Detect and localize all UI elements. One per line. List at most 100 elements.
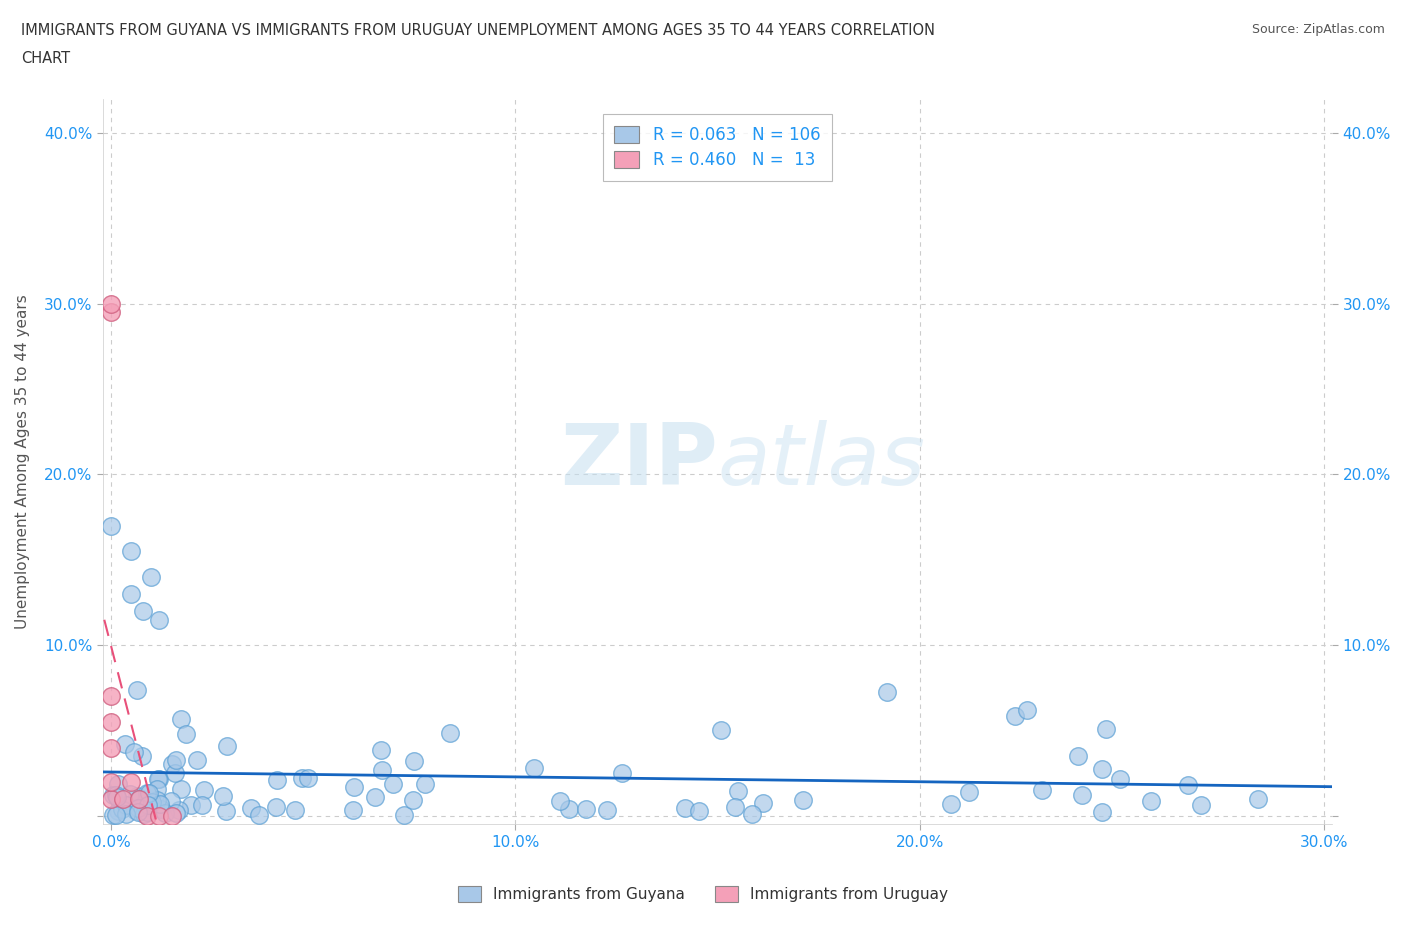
Point bbox=[111, 802, 134, 817]
Point bbox=[1070, 788, 1092, 803]
Point bbox=[100, 518, 122, 533]
Point bbox=[575, 802, 598, 817]
Point bbox=[138, 797, 160, 812]
Point bbox=[415, 777, 437, 791]
Point bbox=[941, 797, 963, 812]
Point bbox=[402, 792, 425, 807]
Point bbox=[673, 801, 696, 816]
Point bbox=[174, 726, 197, 741]
Point bbox=[558, 802, 581, 817]
Point bbox=[166, 752, 188, 767]
Point bbox=[727, 783, 749, 798]
Point bbox=[1031, 782, 1053, 797]
Point bbox=[100, 775, 122, 790]
Point bbox=[120, 587, 142, 602]
Point bbox=[724, 800, 747, 815]
Point bbox=[160, 756, 183, 771]
Point bbox=[125, 789, 148, 804]
Point bbox=[167, 803, 190, 817]
Point bbox=[402, 754, 425, 769]
Point bbox=[136, 786, 159, 801]
Point bbox=[370, 742, 392, 757]
Point bbox=[111, 791, 134, 806]
Point bbox=[610, 766, 633, 781]
Point bbox=[146, 771, 169, 786]
Point bbox=[548, 793, 571, 808]
Point bbox=[160, 808, 183, 823]
Point bbox=[160, 793, 183, 808]
Point bbox=[439, 726, 461, 741]
Point bbox=[266, 773, 288, 788]
Point bbox=[105, 807, 128, 822]
Text: CHART: CHART bbox=[21, 51, 70, 66]
Point bbox=[118, 787, 141, 802]
Legend: Immigrants from Guyana, Immigrants from Uruguay: Immigrants from Guyana, Immigrants from … bbox=[451, 880, 955, 909]
Point bbox=[215, 804, 238, 818]
Point bbox=[100, 689, 122, 704]
Point bbox=[1189, 797, 1212, 812]
Point bbox=[155, 806, 177, 821]
Point bbox=[170, 711, 193, 726]
Point bbox=[392, 807, 415, 822]
Point bbox=[135, 804, 157, 819]
Point bbox=[132, 604, 155, 618]
Point bbox=[876, 684, 898, 699]
Text: IMMIGRANTS FROM GUYANA VS IMMIGRANTS FROM URUGUAY UNEMPLOYMENT AMONG AGES 35 TO : IMMIGRANTS FROM GUYANA VS IMMIGRANTS FRO… bbox=[21, 23, 935, 38]
Point bbox=[148, 772, 170, 787]
Point bbox=[141, 794, 163, 809]
Point bbox=[792, 792, 814, 807]
Point bbox=[120, 544, 142, 559]
Point bbox=[342, 803, 364, 817]
Y-axis label: Unemployment Among Ages 35 to 44 years: Unemployment Among Ages 35 to 44 years bbox=[15, 294, 30, 629]
Point bbox=[149, 797, 172, 812]
Point bbox=[124, 803, 146, 817]
Legend: R = 0.063   N = 106, R = 0.460   N =  13: R = 0.063 N = 106, R = 0.460 N = 13 bbox=[603, 114, 832, 180]
Point bbox=[190, 797, 212, 812]
Point bbox=[688, 804, 710, 818]
Point bbox=[163, 765, 186, 780]
Point bbox=[284, 803, 307, 817]
Point bbox=[297, 770, 319, 785]
Point bbox=[122, 745, 145, 760]
Point bbox=[100, 714, 122, 729]
Point bbox=[134, 800, 156, 815]
Text: atlas: atlas bbox=[717, 420, 925, 503]
Point bbox=[115, 798, 138, 813]
Point bbox=[148, 808, 170, 823]
Point bbox=[138, 795, 160, 810]
Point bbox=[523, 761, 546, 776]
Point bbox=[180, 798, 202, 813]
Point bbox=[751, 795, 773, 810]
Point bbox=[1177, 777, 1199, 792]
Point bbox=[741, 806, 763, 821]
Point bbox=[1017, 702, 1039, 717]
Point bbox=[100, 791, 122, 806]
Point bbox=[128, 792, 150, 807]
Point bbox=[1091, 762, 1114, 777]
Point bbox=[146, 792, 169, 807]
Point bbox=[240, 801, 263, 816]
Point bbox=[114, 807, 136, 822]
Point bbox=[211, 789, 233, 804]
Point bbox=[127, 804, 149, 819]
Point bbox=[1067, 749, 1090, 764]
Point bbox=[364, 790, 387, 804]
Point bbox=[343, 779, 366, 794]
Point bbox=[138, 786, 160, 801]
Point bbox=[105, 787, 128, 802]
Point bbox=[165, 806, 187, 821]
Point bbox=[1095, 721, 1118, 736]
Point bbox=[136, 808, 159, 823]
Point bbox=[170, 782, 193, 797]
Point bbox=[186, 752, 208, 767]
Point bbox=[149, 801, 172, 816]
Point bbox=[146, 781, 169, 796]
Point bbox=[1091, 804, 1114, 819]
Point bbox=[127, 801, 149, 816]
Point bbox=[370, 763, 392, 777]
Point bbox=[105, 790, 128, 804]
Point bbox=[136, 798, 159, 813]
Point bbox=[128, 791, 150, 806]
Point bbox=[148, 612, 170, 627]
Point bbox=[103, 807, 125, 822]
